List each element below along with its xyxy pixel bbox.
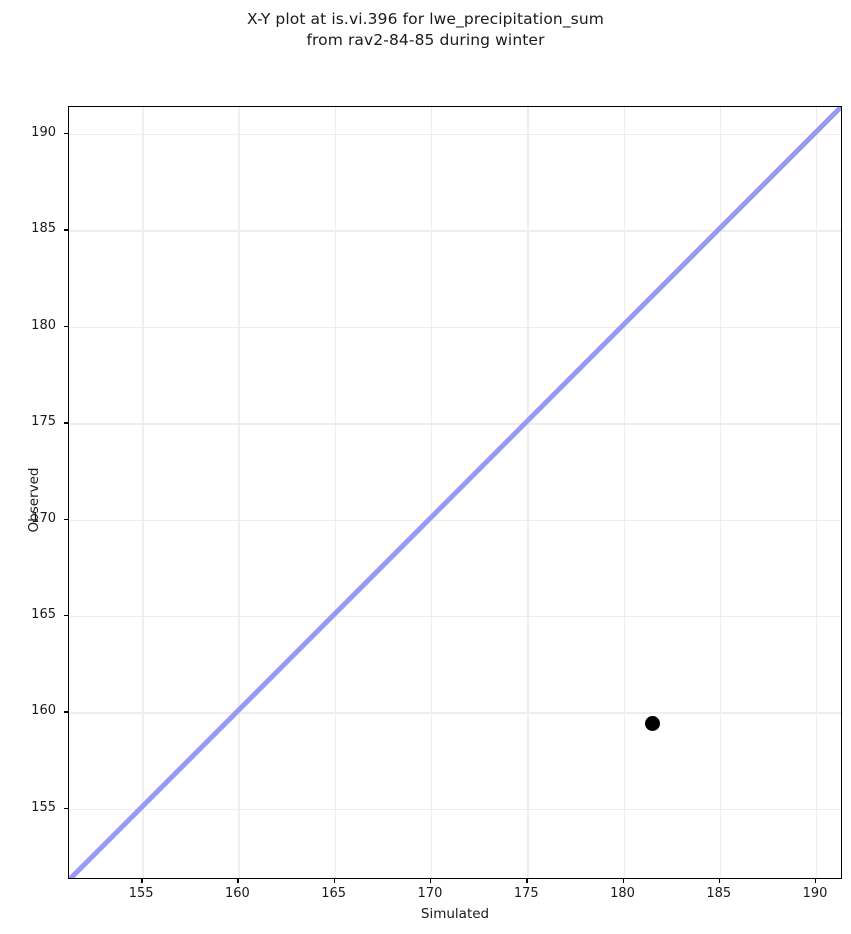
y-tick-label: 160 [31,703,56,719]
gridline-horizontal [69,615,841,618]
y-axis-label: Observed [26,467,42,533]
x-tick-label: 180 [610,886,635,901]
one-to-one-line-svg [69,107,841,878]
gridline-vertical [334,107,337,878]
gridline-vertical [238,107,240,878]
gridline-horizontal [69,519,841,521]
one-to-one-reference-line [69,107,841,878]
gridline-vertical [527,107,529,878]
x-tick-label: 165 [321,886,347,901]
x-tick-label: 175 [513,886,539,901]
one-to-one-line-segment [69,107,841,878]
x-tick-label: 190 [802,886,828,901]
gridline-horizontal [69,423,841,425]
x-tick-mark [237,879,239,883]
gridlines [69,107,841,878]
x-axis-label: Simulated [420,906,490,922]
y-tick-mark [64,807,68,810]
x-tick-mark [622,879,624,883]
x-tick-label: 170 [417,886,443,901]
y-tick-label: 165 [31,606,56,622]
gridline-vertical [623,107,625,878]
data-points-layer [69,107,841,878]
x-tick-mark [333,879,336,883]
x-tick-mark [429,879,432,883]
y-tick-label: 190 [31,124,56,140]
gridline-vertical [816,107,818,878]
y-tick-label: 185 [31,221,56,237]
gridline-horizontal [69,230,841,232]
gridline-horizontal [69,712,841,714]
gridline-vertical [719,107,722,878]
x-tick-mark [141,879,143,883]
gridline-horizontal [69,808,841,811]
y-tick-mark [64,518,68,520]
data-point[interactable] [644,716,660,732]
y-tick-mark [64,614,68,617]
gridline-vertical [430,107,433,878]
y-tick-mark [64,325,68,328]
x-tick-mark [815,879,817,883]
x-tick-mark [718,879,721,883]
y-tick-label: 170 [31,510,56,526]
x-tick-label: 160 [225,886,250,901]
plot-area [68,106,842,879]
x-tick-label: 155 [128,886,154,901]
y-tick-label: 180 [31,317,56,333]
x-tick-label: 185 [706,886,732,901]
y-tick-mark [64,229,68,231]
gridline-horizontal [69,133,841,136]
y-tick-label: 155 [31,799,56,815]
y-tick-mark [64,711,68,713]
y-tick-mark [64,422,68,424]
y-tick-label: 175 [31,414,56,430]
gridline-horizontal [69,326,841,329]
gridline-vertical [142,107,144,878]
y-tick-mark [64,132,68,135]
x-tick-mark [526,879,528,883]
chart-title: X-Y plot at is.vi.396 for lwe_precipitat… [247,10,604,49]
